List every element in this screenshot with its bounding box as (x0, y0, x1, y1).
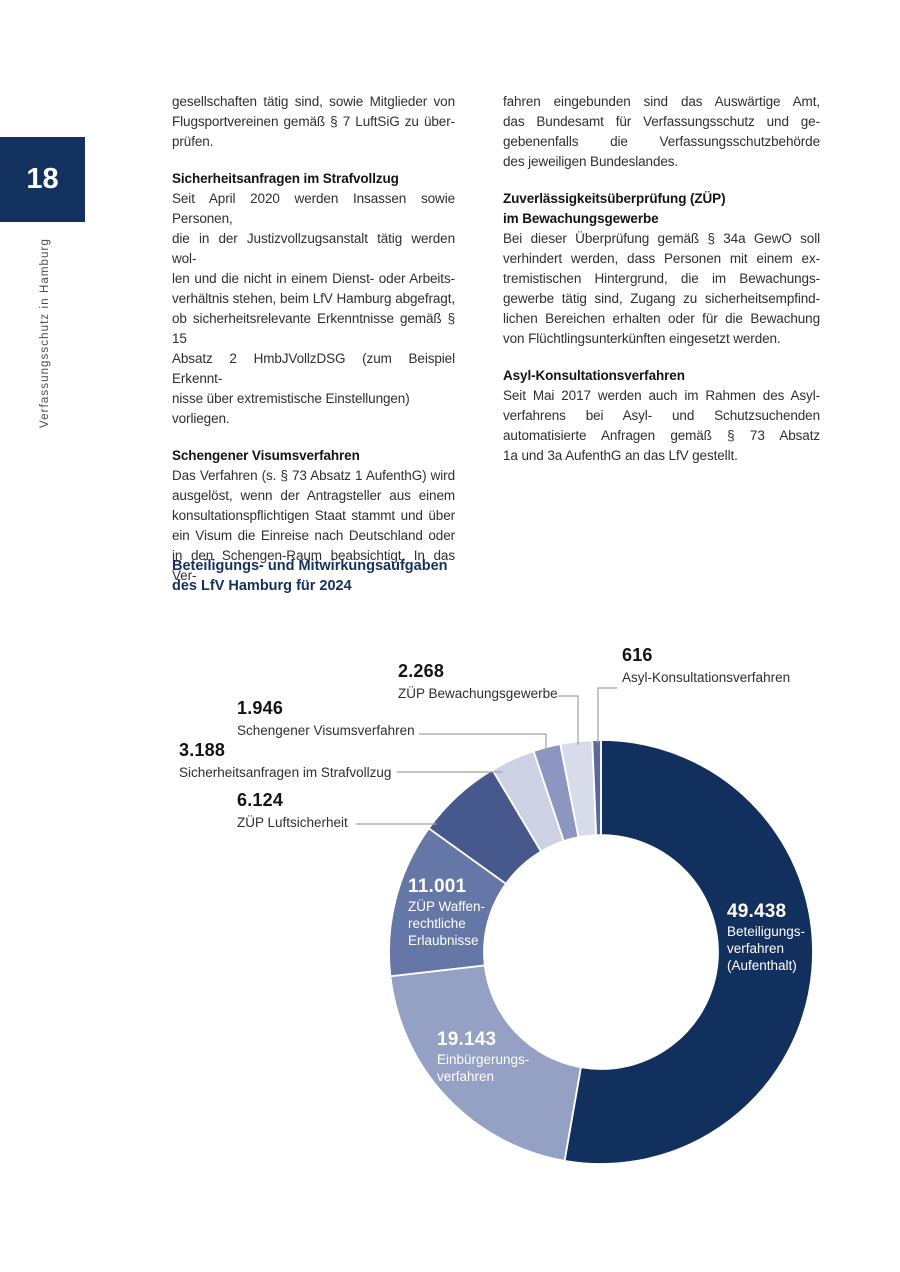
text-line: fahren eingebunden sind das Auswärtige A… (503, 94, 820, 109)
text-column-left: gesellschaften tätig sind, sowie Mitglie… (172, 92, 455, 586)
paragraph: gesellschaften tätig sind, sowie Mitglie… (172, 92, 455, 152)
page-number-box: 18 (0, 137, 85, 222)
inner-label-line: Beteiligungs- (727, 924, 806, 939)
callout-zuep-bewachungsgewerbe: 2.268 ZÜP Bewachungsgewerbe (398, 661, 558, 701)
leader-line-zuep-bewachungsgewerbe (558, 695, 579, 745)
text-line: ausgelöst, wenn der Antragsteller aus ei… (172, 488, 455, 503)
chart-title-line-1: Beteiligungs- und Mitwirkungsaufgaben (172, 558, 448, 574)
donut-segment-asyl-konsultationsverfahren (591, 739, 602, 837)
inner-label-value: 11.001 (408, 876, 467, 897)
text-line: lichen Bereichen erhalten oder für die B… (503, 311, 820, 326)
text-line: verhältnis stehen, beim LfV Hamburg abge… (172, 291, 455, 306)
text-line: Flugsportvereinen gemäß § 7 LuftSiG zu ü… (172, 114, 455, 129)
inner-label-zuep-waffenrechtliche-erlaubnisse: 11.001 ZÜP Waffen-rechtliche Erlaubnisse (408, 876, 485, 949)
text-line: konsultationspflichtigen Staat stammt un… (172, 508, 455, 523)
text-line: Seit Mai 2017 werden auch im Rahmen des … (503, 388, 820, 403)
paragraph: fahren eingebunden sind das Auswärtige A… (503, 92, 820, 172)
leader-line-asyl-konsultationsverfahren (597, 687, 617, 743)
inner-label-line: Erlaubnisse (408, 933, 479, 948)
text-line: automatisierte Anfragen gemäß § 73 Absat… (503, 428, 820, 443)
text-line: ein Visum die Einreise nach Deutschland … (172, 528, 455, 543)
text-line: des jeweiligen Bundeslandes. (503, 154, 679, 169)
callout-value: 1.946 (237, 698, 284, 718)
callout-label: ZÜP Luftsicherheit (237, 815, 348, 830)
text-line: gebenenfalls die Verfassungsschutzbehörd… (503, 134, 820, 149)
callout-value: 3.188 (179, 740, 226, 760)
callout-label: Schengener Visumsverfahren (237, 723, 415, 738)
inner-label-value: 19.143 (437, 1029, 497, 1050)
text-line: gesellschaften tätig sind, sowie Mitglie… (172, 94, 455, 109)
text-line: Bei dieser Überprüfung gemäß § 34a GewO … (503, 231, 820, 246)
paragraph: Seit Mai 2017 werden auch im Rahmen des … (503, 386, 820, 466)
inner-label-line: Einbürgerungs- (437, 1052, 530, 1067)
text-line: nisse über extremistische Einstellungen)… (172, 391, 410, 426)
text-line: verfahrens bei Asyl- und Schutzsuchenden (503, 408, 820, 423)
text-line: Sicherheitsanfragen im Strafvollzug (172, 171, 399, 186)
inner-label-line: verfahren (437, 1069, 495, 1084)
callout-label: Sicherheitsanfragen im Strafvollzug (179, 765, 392, 780)
section-heading: Sicherheitsanfragen im Strafvollzug (172, 169, 455, 189)
text-line: tremistischen Hintergrund, die im Bewach… (503, 271, 820, 286)
text-line: im Bewachungsgewerbe (503, 211, 659, 226)
text-line: Schengener Visumsverfahren (172, 448, 360, 463)
page-number: 18 (26, 163, 59, 195)
callout-value: 2.268 (398, 661, 445, 681)
inner-label-line: (Aufenthalt) (727, 958, 797, 973)
text-line: prüfen. (172, 134, 214, 149)
text-line: die in der Justizvollzugsanstalt tätig w… (172, 231, 455, 266)
text-line: von Flüchtlingsunterkünften eingesetzt w… (503, 331, 781, 346)
donut-segment-beteiligungsverfahren-aufenthalt (563, 739, 814, 1165)
inner-label-line: rechtliche (408, 916, 466, 931)
text-line: Asyl-Konsultationsverfahren (503, 368, 685, 383)
donut-segment-einbuergerungsverfahren (389, 964, 582, 1162)
inner-label-line: verfahren (727, 941, 785, 956)
text-line: das Bundesamt für Verfassungsschutz und … (503, 114, 820, 129)
text-line: len und die nicht in einem Dienst- oder … (172, 271, 455, 286)
chart-title: Beteiligungs- und Mitwirkungsaufgaben de… (172, 556, 448, 596)
chart-title-line-2: des LfV Hamburg für 2024 (172, 578, 352, 594)
text-line: gewerbe tätig sind, Zugang zu sicherheit… (503, 291, 820, 306)
callout-label: ZÜP Bewachungsgewerbe (398, 686, 558, 701)
callout-zuep-luftsicherheit: 6.124 ZÜP Luftsicherheit (237, 790, 348, 830)
callout-value: 616 (622, 645, 653, 665)
leader-line-schengener-visumsverfahren (419, 733, 547, 751)
section-heading: Schengener Visumsverfahren (172, 446, 455, 466)
text-column-right: fahren eingebunden sind das Auswärtige A… (503, 92, 820, 466)
callout-asyl-konsultationsverfahren: 616 Asyl-Konsultationsverfahren (622, 645, 790, 685)
inner-label-line: ZÜP Waffen- (408, 899, 486, 914)
inner-label-value: 49.438 (727, 901, 787, 922)
text-line: Seit April 2020 werden Insassen sowie Pe… (172, 191, 455, 226)
callout-value: 6.124 (237, 790, 284, 810)
paragraph: Seit April 2020 werden Insassen sowie Pe… (172, 189, 455, 429)
paragraph: Bei dieser Überprüfung gemäß § 34a GewO … (503, 229, 820, 349)
text-line: verhindert werden, dass Personen mit ein… (503, 251, 820, 266)
section-heading: Asyl-Konsultationsverfahren (503, 366, 820, 386)
inner-label-beteiligungsverfahren-aufenthalt: 49.438 Beteiligungs-verfahren (Aufenthalt) (727, 901, 805, 974)
callout-schengener-visumsverfahren: 1.946 Schengener Visumsverfahren (237, 698, 415, 738)
callout-sicherheitsanfragen-im-strafvollzug: 3.188 Sicherheitsanfragen im Strafvollzug (179, 740, 391, 780)
text-line: 1a und 3a AufenthG an das LfV gestellt. (503, 448, 738, 463)
text-line: Das Verfahren (s. § 73 Absatz 1 AufenthG… (172, 468, 455, 483)
paragraph: Das Verfahren (s. § 73 Absatz 1 AufenthG… (172, 466, 455, 586)
text-line: in den Schengen-Raum beabsichtigt. In da… (172, 548, 455, 583)
text-line: ob sicherheitsrelevante Erkenntnisse gem… (172, 311, 455, 346)
callout-label: Asyl-Konsultationsverfahren (622, 670, 791, 685)
section-heading: Zuverlässigkeitsüberprüfung (ZÜP) im Bewa… (503, 189, 820, 229)
inner-label-einbuergerungsverfahren: 19.143 Einbürgerungs-verfahren (437, 1029, 529, 1085)
text-line: Zuverlässigkeitsüberprüfung (ZÜP) (503, 191, 726, 206)
text-line: Absatz 2 HmbJVollzDSG (zum Beispiel Erke… (172, 351, 455, 386)
